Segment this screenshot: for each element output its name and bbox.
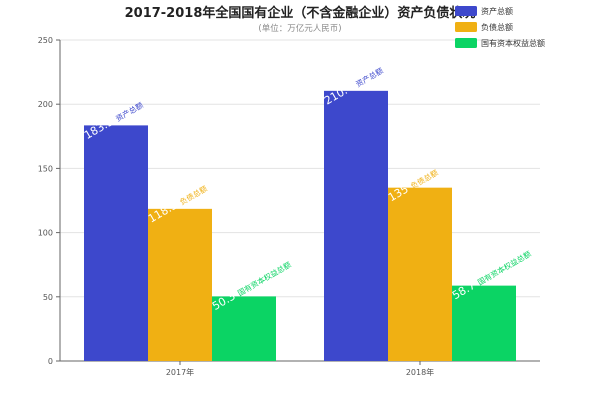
data-label-series: 资产总额	[114, 99, 145, 123]
legend-label: 负债总额	[481, 22, 513, 32]
legend-item[interactable]: 资产总额	[455, 6, 513, 16]
y-tick-label: 150	[38, 164, 53, 173]
y-tick-label: 100	[38, 229, 53, 238]
legend-item[interactable]: 负债总额	[455, 22, 513, 32]
x-tick-label: 2018年	[406, 367, 434, 377]
bar[interactable]	[388, 187, 452, 361]
bar[interactable]	[452, 285, 516, 361]
y-tick-label: 250	[38, 36, 53, 45]
bar[interactable]	[212, 296, 276, 361]
chart-subtitle: (单位：万亿元人民币)	[258, 23, 341, 34]
y-tick-label: 50	[43, 293, 53, 302]
data-label-series: 资产总额	[354, 65, 385, 89]
bar[interactable]	[84, 125, 148, 361]
bar[interactable]	[324, 90, 388, 361]
bars	[84, 90, 516, 361]
legend-swatch	[455, 22, 477, 32]
data-label-series: 国有资本权益总额	[236, 259, 293, 298]
legend-label: 资产总额	[481, 6, 513, 16]
y-tick-label: 200	[38, 100, 53, 109]
data-label-series: 负债总额	[409, 167, 440, 191]
bar[interactable]	[148, 208, 212, 361]
legend-label: 国有资本权益总额	[481, 38, 545, 48]
x-tick-label: 2017年	[166, 367, 194, 377]
chart-title: 2017-2018年全国国有企业（不含金融企业）资产负债状况	[125, 5, 476, 21]
y-tick-label: 0	[48, 357, 53, 366]
legend-swatch	[455, 38, 477, 48]
data-label-series: 国有资本权益总额	[476, 248, 533, 287]
legend-item[interactable]: 国有资本权益总额	[455, 38, 545, 48]
legend-swatch	[455, 6, 477, 16]
data-label-series: 负债总额	[178, 183, 209, 207]
